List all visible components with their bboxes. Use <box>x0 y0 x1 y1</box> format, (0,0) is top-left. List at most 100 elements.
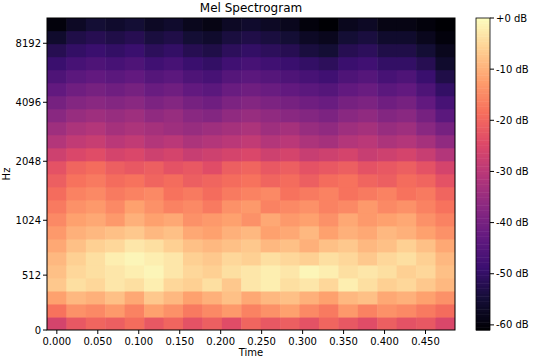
cell <box>377 174 397 187</box>
x-tick <box>343 330 344 334</box>
cell <box>358 239 378 252</box>
cell <box>300 83 320 96</box>
cell <box>436 252 455 266</box>
cell <box>202 161 222 175</box>
cell <box>416 161 436 175</box>
cell <box>397 174 417 187</box>
colorbar-tick-label: -50 dB <box>496 268 529 279</box>
cell <box>261 187 281 201</box>
x-tick <box>302 330 303 334</box>
cell <box>183 174 203 187</box>
cell <box>261 70 281 84</box>
cell <box>338 174 358 187</box>
x-tick-label: 0.050 <box>83 336 112 347</box>
cell <box>66 18 86 31</box>
cell <box>144 44 164 58</box>
cell <box>319 135 339 149</box>
cell <box>261 226 281 240</box>
cell <box>164 239 184 252</box>
y-tick-label: 0 <box>35 325 41 336</box>
cell <box>377 304 397 318</box>
cell <box>105 96 125 110</box>
cell <box>66 109 86 122</box>
cell <box>144 317 164 330</box>
cell <box>47 304 67 318</box>
cell <box>202 96 222 110</box>
cell <box>241 317 261 330</box>
cell <box>377 44 397 58</box>
cell <box>319 226 339 240</box>
cell <box>47 83 67 96</box>
x-tick-label: 0.250 <box>247 336 276 347</box>
cell <box>66 252 86 266</box>
cell <box>358 96 378 110</box>
cell <box>338 96 358 110</box>
cell <box>416 96 436 110</box>
colorbar <box>476 18 490 331</box>
cell <box>280 31 300 45</box>
cell <box>183 278 203 292</box>
cell <box>183 70 203 84</box>
cell <box>105 83 125 96</box>
cell <box>300 187 320 201</box>
cell <box>319 265 339 278</box>
cell <box>47 96 67 110</box>
cell <box>338 187 358 201</box>
cell <box>338 265 358 278</box>
cell <box>105 148 125 162</box>
cell <box>222 18 242 31</box>
cell <box>105 44 125 58</box>
cell <box>202 174 222 187</box>
y-tick <box>43 161 47 162</box>
cell <box>86 148 106 162</box>
y-tick <box>43 102 47 103</box>
cells <box>47 18 455 330</box>
cell <box>261 265 281 278</box>
cell <box>358 291 378 304</box>
cell <box>222 31 242 45</box>
cell <box>222 148 242 162</box>
cell <box>86 200 106 213</box>
cell <box>358 83 378 96</box>
cell <box>202 148 222 162</box>
cell <box>164 18 184 31</box>
cell <box>319 122 339 136</box>
cell <box>105 31 125 45</box>
cell <box>222 161 242 175</box>
cell <box>144 174 164 187</box>
cell <box>261 31 281 45</box>
cell <box>47 122 67 136</box>
y-tick <box>43 275 47 276</box>
cell <box>280 96 300 110</box>
cell <box>358 44 378 58</box>
cell <box>183 18 203 31</box>
cell <box>416 291 436 304</box>
cell <box>358 200 378 213</box>
y-tick-label: 2048 <box>16 156 41 167</box>
cell <box>47 57 67 71</box>
cell <box>377 265 397 278</box>
cell <box>105 200 125 213</box>
cell <box>300 135 320 149</box>
cell <box>377 278 397 292</box>
cell <box>280 161 300 175</box>
cell <box>436 187 455 201</box>
cell <box>436 174 455 187</box>
cell <box>202 70 222 84</box>
cell <box>222 122 242 136</box>
cell <box>319 278 339 292</box>
cell <box>105 109 125 122</box>
cell <box>144 291 164 304</box>
cell <box>66 148 86 162</box>
cell <box>125 109 145 122</box>
cell <box>300 161 320 175</box>
cell <box>280 239 300 252</box>
cell <box>338 44 358 58</box>
cell <box>280 265 300 278</box>
cell <box>300 252 320 266</box>
cell <box>436 161 455 175</box>
cell <box>280 109 300 122</box>
cell <box>66 135 86 149</box>
cell <box>105 161 125 175</box>
cell <box>105 226 125 240</box>
